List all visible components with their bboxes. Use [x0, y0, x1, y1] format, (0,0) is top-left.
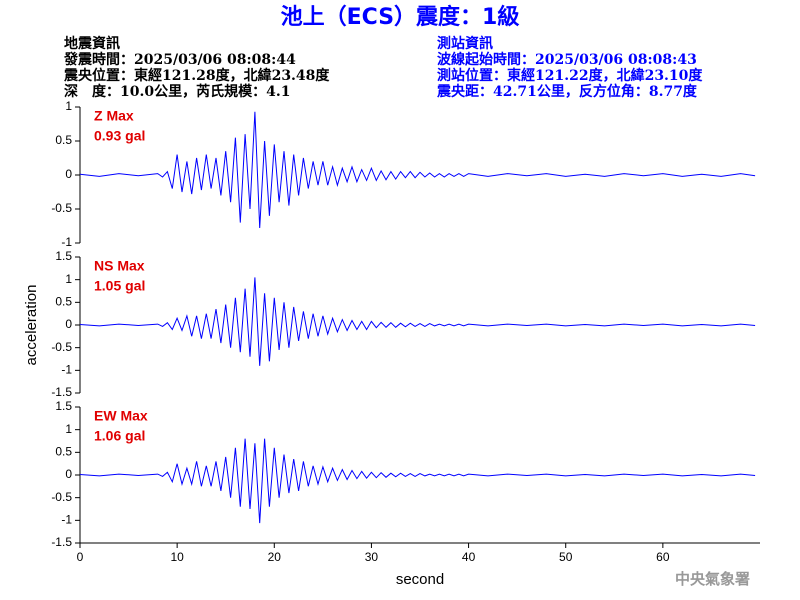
y-tick-label: -0.5 [51, 201, 72, 215]
y-tick-label: -0.5 [51, 490, 72, 504]
y-tick-label: 1.5 [55, 399, 72, 413]
x-tick-label: 10 [170, 550, 184, 564]
x-axis-label: second [396, 571, 444, 588]
x-tick-label: 50 [559, 550, 573, 564]
x-tick-label: 40 [462, 550, 476, 564]
annotation: NS Max [94, 258, 145, 274]
x-tick-label: 0 [77, 550, 84, 564]
annotation: 1.06 gal [94, 428, 145, 444]
y-tick-label: -1 [61, 513, 72, 527]
y-tick-label: -0.5 [51, 340, 72, 354]
y-tick-label: 0 [65, 467, 72, 481]
annotation: 0.93 gal [94, 128, 145, 144]
header-info: 測站資訊 [437, 35, 493, 52]
chart-title: 池上（ECS）震度：1級 [281, 4, 520, 30]
y-tick-label: -1.5 [51, 535, 72, 549]
y-axis-label: acceleration [23, 285, 40, 366]
waveform [79, 111, 756, 229]
x-tick-label: 60 [656, 550, 670, 564]
y-tick-label: 0 [65, 167, 72, 181]
y-tick-label: 0.5 [55, 295, 72, 309]
annotation: 1.05 gal [94, 278, 145, 294]
x-tick-label: 20 [268, 550, 282, 564]
y-tick-label: 1.5 [55, 249, 72, 263]
y-tick-label: 1 [65, 99, 72, 113]
y-tick-label: -1 [61, 235, 72, 249]
y-tick-label: 1 [65, 422, 72, 436]
header-info: 地震資訊 [64, 35, 120, 52]
y-tick-label: 1 [65, 272, 72, 286]
x-tick-label: 30 [365, 550, 379, 564]
header-info: 測站位置：東經121.22度，北緯23.10度 [437, 67, 703, 84]
y-tick-label: 0.5 [55, 445, 72, 459]
footer: 中央氣象署 [675, 570, 750, 588]
waveform [79, 438, 756, 524]
annotation: Z Max [94, 108, 134, 124]
header-info: 波線起始時間：2025/03/06 08:08:43 [437, 51, 697, 68]
header-info: 深 度：10.0公里，芮氏規模：4.1 [64, 83, 290, 100]
header-info: 震央位置：東經121.28度，北緯23.48度 [63, 67, 330, 84]
annotation: EW Max [94, 408, 148, 424]
header-info: 發震時間：2025/03/06 08:08:44 [63, 51, 296, 68]
y-tick-label: 0.5 [55, 133, 72, 147]
y-tick-label: 0 [65, 317, 72, 331]
waveform [79, 277, 756, 366]
header-info: 震央距：42.71公里，反方位角：8.77度 [436, 83, 698, 100]
y-tick-label: -1 [61, 363, 72, 377]
y-tick-label: -1.5 [51, 385, 72, 399]
